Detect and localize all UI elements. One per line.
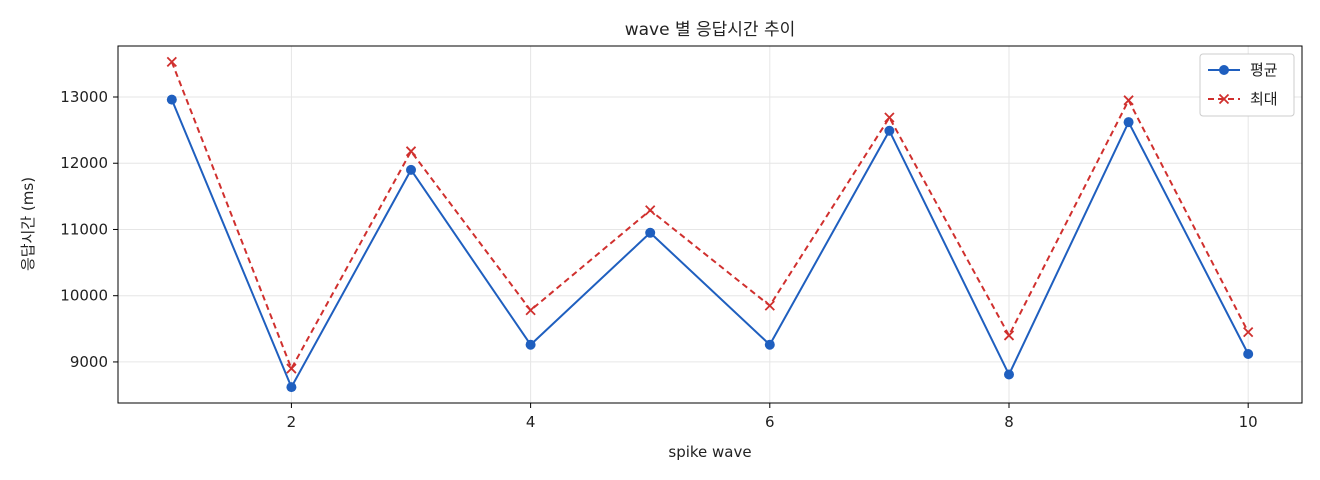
x-tick-label: 10 xyxy=(1239,413,1258,431)
data-point xyxy=(525,339,536,350)
data-point xyxy=(286,382,297,393)
x-axis-label: spike wave xyxy=(668,443,751,461)
data-point xyxy=(645,205,656,216)
series-line xyxy=(170,61,1250,370)
data-point xyxy=(1243,348,1254,359)
series-layer xyxy=(166,56,1254,393)
x-axis-ticks: 2 4 6 8 10 xyxy=(287,403,1258,431)
series-line xyxy=(170,99,1250,389)
data-point xyxy=(525,305,536,316)
data-point xyxy=(406,164,417,175)
chart-title: wave 별 응답시간 추이 xyxy=(625,20,796,40)
data-point xyxy=(1003,330,1015,341)
legend-marker-max xyxy=(1218,93,1230,105)
x-tick-label: 4 xyxy=(526,413,536,431)
x-tick-label: 6 xyxy=(765,413,775,431)
data-point xyxy=(764,300,775,311)
legend: 평균 최대 xyxy=(1199,53,1295,117)
y-tick-label: 12000 xyxy=(60,154,108,172)
series-max xyxy=(166,56,1254,374)
y-tick-label: 10000 xyxy=(60,287,108,305)
y-tick-label: 9000 xyxy=(70,353,108,371)
legend-box xyxy=(1199,53,1295,117)
data-point xyxy=(884,125,895,136)
data-point xyxy=(764,339,775,350)
data-point xyxy=(286,363,297,374)
legend-label-max: 최대 xyxy=(1250,90,1278,108)
data-point xyxy=(166,94,177,105)
plot-area xyxy=(117,45,1303,404)
y-tick-label: 13000 xyxy=(60,88,108,106)
y-tick-label: 11000 xyxy=(60,220,108,238)
data-point xyxy=(1123,95,1134,106)
y-axis-ticks: 9000 10000 11000 12000 13000 xyxy=(60,88,118,371)
x-tick-label: 8 xyxy=(1004,413,1014,431)
data-point xyxy=(1003,369,1014,380)
data-point xyxy=(884,112,895,123)
data-point xyxy=(1123,117,1134,128)
data-point xyxy=(166,56,177,68)
data-point xyxy=(1243,326,1254,338)
x-tick-label: 2 xyxy=(287,413,297,431)
series-avg xyxy=(166,94,1254,393)
data-point xyxy=(645,227,656,238)
legend-marker-avg xyxy=(1219,65,1229,75)
legend-label-avg: 평균 xyxy=(1250,61,1278,79)
y-axis-label: 응답시간 (ms) xyxy=(19,177,37,271)
data-point xyxy=(405,146,417,157)
grid-lines xyxy=(118,46,1302,403)
